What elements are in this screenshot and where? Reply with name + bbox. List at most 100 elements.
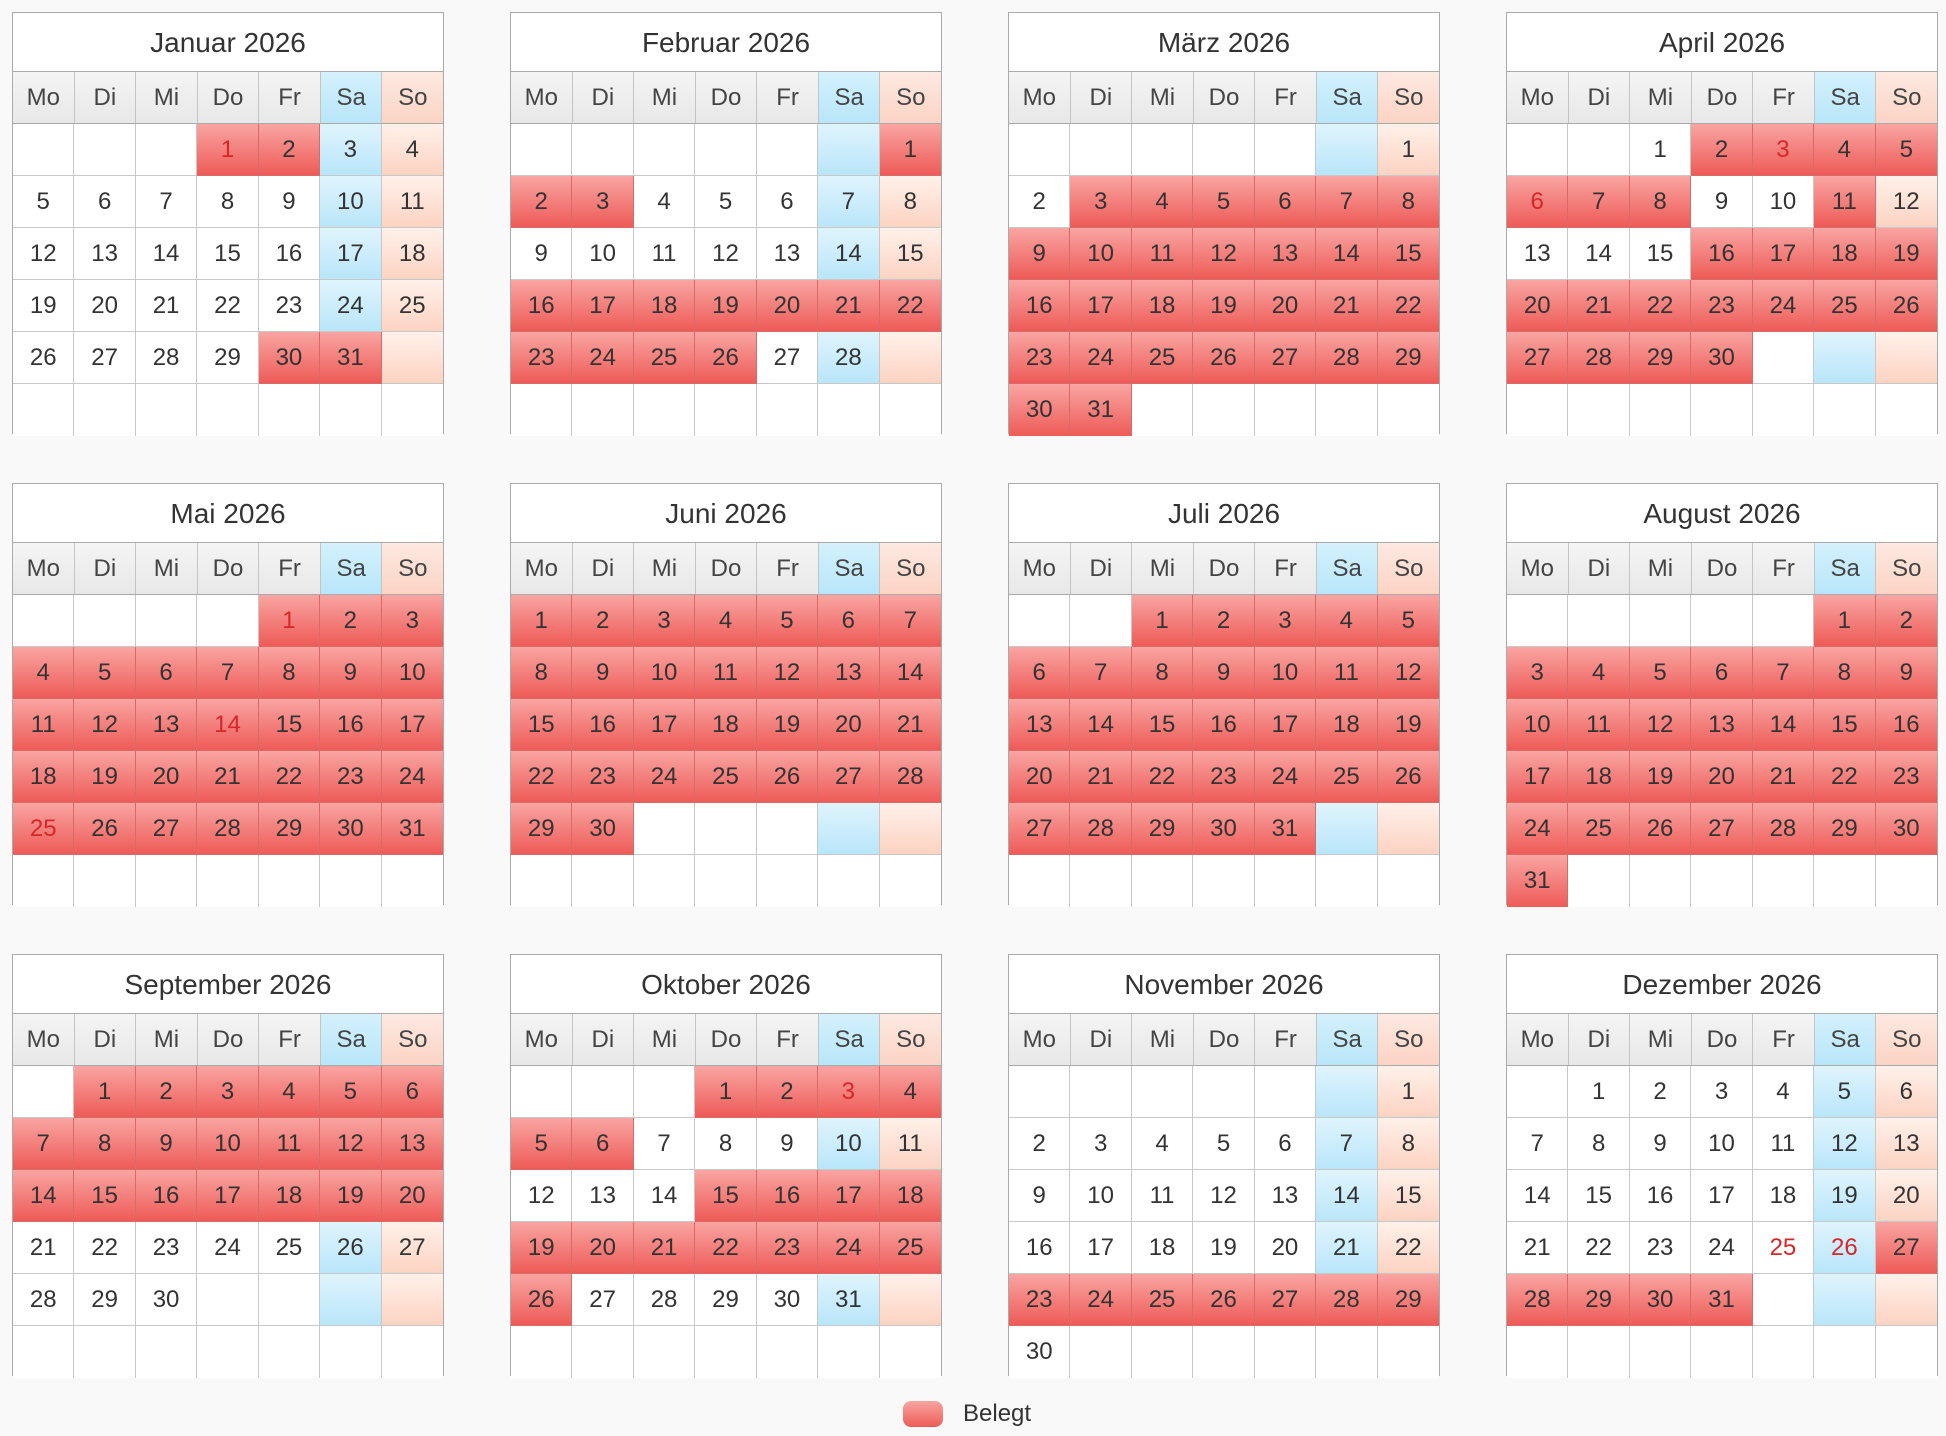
day-cell[interactable]: 27 <box>74 332 136 384</box>
day-cell-booked[interactable]: 28 <box>1316 332 1378 384</box>
day-cell-booked[interactable]: 7 <box>879 595 941 647</box>
day-cell-booked[interactable]: 26 <box>695 332 757 384</box>
day-cell-booked[interactable]: 18 <box>1814 228 1876 280</box>
day-cell-booked[interactable]: 27 <box>1875 1222 1937 1274</box>
day-cell-booked[interactable]: 8 <box>1377 176 1439 228</box>
day-cell-booked[interactable]: 4 <box>1568 647 1630 699</box>
day-cell[interactable]: 5 <box>1193 1118 1255 1170</box>
day-cell-booked[interactable]: 21 <box>1316 280 1378 332</box>
day-cell-booked[interactable]: 14 <box>1316 228 1378 280</box>
day-cell[interactable]: 14 <box>1316 1170 1378 1222</box>
day-cell-booked[interactable]: 29 <box>1814 803 1876 855</box>
day-cell-booked[interactable]: 22 <box>258 751 321 803</box>
day-cell-booked[interactable]: 19 <box>1875 228 1937 280</box>
day-cell-booked[interactable]: 4 <box>258 1066 321 1118</box>
day-cell-booked[interactable]: 27 <box>1254 332 1317 384</box>
day-cell-booked[interactable]: 24 <box>1254 751 1317 803</box>
day-cell-booked[interactable]: 23 <box>1009 1274 1071 1326</box>
day-cell-booked[interactable]: 2 <box>135 1066 198 1118</box>
day-cell-booked[interactable]: 14 <box>197 699 259 751</box>
day-cell[interactable]: 23 <box>258 280 321 332</box>
day-cell-booked[interactable]: 21 <box>633 1222 696 1274</box>
day-cell[interactable]: 13 <box>1254 1170 1317 1222</box>
day-cell-booked[interactable]: 8 <box>258 647 321 699</box>
day-cell-booked[interactable]: 12 <box>1193 228 1255 280</box>
day-cell-booked[interactable]: 15 <box>695 1170 757 1222</box>
day-cell-booked[interactable]: 3 <box>381 595 443 647</box>
day-cell-booked[interactable]: 20 <box>818 699 880 751</box>
day-cell[interactable]: 12 <box>13 228 75 280</box>
day-cell[interactable]: 13 <box>756 228 819 280</box>
day-cell-booked[interactable]: 13 <box>1009 699 1071 751</box>
day-cell-booked[interactable]: 30 <box>320 803 382 855</box>
day-cell-booked[interactable]: 23 <box>572 751 634 803</box>
day-cell-booked[interactable]: 6 <box>135 647 198 699</box>
day-cell-booked[interactable]: 8 <box>1629 176 1692 228</box>
day-cell-booked[interactable]: 31 <box>1507 855 1569 907</box>
day-cell-booked[interactable]: 20 <box>381 1170 443 1222</box>
day-cell-booked[interactable]: 15 <box>74 1170 136 1222</box>
day-cell-booked[interactable]: 3 <box>197 1066 259 1118</box>
day-cell-booked[interactable]: 10 <box>1254 647 1317 699</box>
day-cell-booked[interactable]: 24 <box>1070 332 1132 384</box>
day-cell-booked[interactable]: 1 <box>197 124 259 176</box>
day-cell-booked[interactable]: 5 <box>756 595 819 647</box>
day-cell-booked[interactable]: 21 <box>1568 280 1630 332</box>
day-cell-booked[interactable]: 26 <box>756 751 819 803</box>
day-cell-booked[interactable]: 11 <box>695 647 757 699</box>
day-cell-booked[interactable]: 5 <box>1875 124 1937 176</box>
day-cell[interactable]: 4 <box>1752 1066 1815 1118</box>
day-cell[interactable]: 10 <box>572 228 634 280</box>
day-cell-booked[interactable]: 8 <box>1131 647 1194 699</box>
day-cell[interactable]: 29 <box>695 1274 757 1326</box>
day-cell[interactable]: 18 <box>381 228 443 280</box>
day-cell-booked[interactable]: 12 <box>1629 699 1692 751</box>
day-cell-booked[interactable]: 12 <box>74 699 136 751</box>
day-cell[interactable]: 8 <box>1568 1118 1630 1170</box>
day-cell-booked[interactable]: 13 <box>1691 699 1753 751</box>
day-cell-booked[interactable]: 22 <box>1377 280 1439 332</box>
day-cell[interactable]: 14 <box>633 1170 696 1222</box>
day-cell-booked[interactable]: 16 <box>1691 228 1753 280</box>
day-cell[interactable]: 3 <box>1691 1066 1753 1118</box>
day-cell-booked[interactable]: 25 <box>695 751 757 803</box>
day-cell-booked[interactable]: 16 <box>1009 280 1071 332</box>
day-cell-booked[interactable]: 18 <box>1131 280 1194 332</box>
day-cell-booked[interactable]: 15 <box>1814 699 1876 751</box>
day-cell[interactable]: 2 <box>1009 176 1071 228</box>
day-cell-booked[interactable]: 6 <box>818 595 880 647</box>
day-cell-booked[interactable]: 28 <box>1752 803 1815 855</box>
day-cell-booked[interactable]: 17 <box>1254 699 1317 751</box>
day-cell-booked[interactable]: 17 <box>1752 228 1815 280</box>
day-cell-booked[interactable]: 25 <box>633 332 696 384</box>
day-cell[interactable]: 15 <box>879 228 941 280</box>
day-cell-booked[interactable]: 23 <box>320 751 382 803</box>
day-cell-booked[interactable]: 11 <box>1316 647 1378 699</box>
day-cell[interactable]: 12 <box>1193 1170 1255 1222</box>
day-cell[interactable]: 3 <box>1070 1118 1132 1170</box>
day-cell-booked[interactable]: 18 <box>633 280 696 332</box>
day-cell-booked[interactable]: 20 <box>1507 280 1569 332</box>
day-cell-booked[interactable]: 26 <box>1377 751 1439 803</box>
day-cell-booked[interactable]: 20 <box>1254 280 1317 332</box>
day-cell-booked[interactable]: 16 <box>756 1170 819 1222</box>
day-cell[interactable]: 19 <box>13 280 75 332</box>
day-cell-booked[interactable]: 16 <box>511 280 573 332</box>
day-cell[interactable]: 1 <box>1568 1066 1630 1118</box>
day-cell[interactable]: 21 <box>1316 1222 1378 1274</box>
day-cell[interactable]: 1 <box>1377 124 1439 176</box>
day-cell-booked[interactable]: 5 <box>320 1066 382 1118</box>
day-cell-booked[interactable]: 4 <box>695 595 757 647</box>
day-cell[interactable]: 21 <box>135 280 198 332</box>
day-cell[interactable]: 11 <box>1752 1118 1815 1170</box>
day-cell[interactable]: 14 <box>818 228 880 280</box>
day-cell-booked[interactable]: 14 <box>879 647 941 699</box>
day-cell-booked[interactable]: 4 <box>879 1066 941 1118</box>
day-cell-booked[interactable]: 21 <box>818 280 880 332</box>
day-cell-booked[interactable]: 8 <box>1814 647 1876 699</box>
day-cell-booked[interactable]: 24 <box>633 751 696 803</box>
day-cell[interactable]: 25 <box>1752 1222 1815 1274</box>
day-cell-booked[interactable]: 14 <box>1070 699 1132 751</box>
day-cell[interactable]: 21 <box>1507 1222 1569 1274</box>
day-cell[interactable]: 30 <box>1009 1326 1071 1378</box>
